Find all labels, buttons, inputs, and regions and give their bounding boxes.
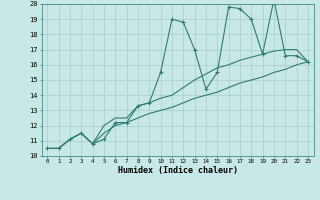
X-axis label: Humidex (Indice chaleur): Humidex (Indice chaleur): [118, 166, 237, 175]
